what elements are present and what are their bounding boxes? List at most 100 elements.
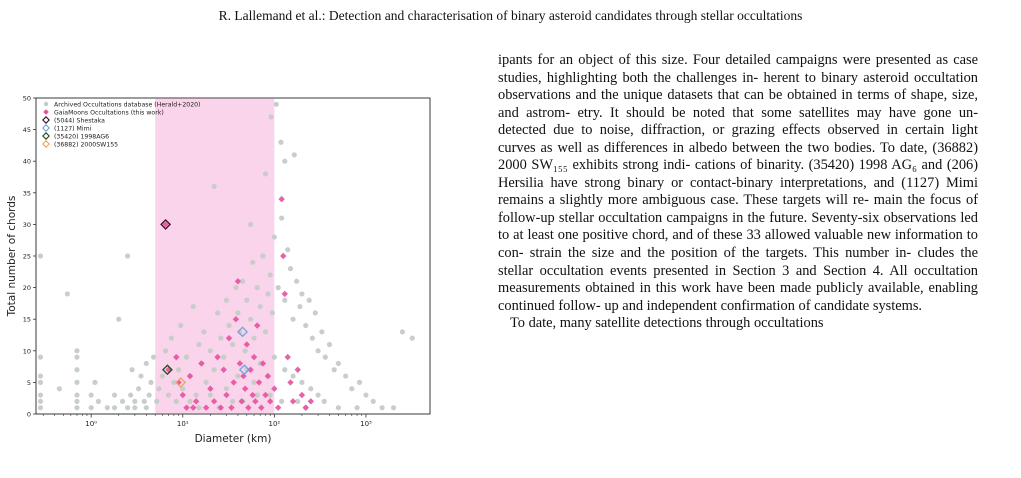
archived-point — [349, 386, 355, 392]
gaiamoons-point — [254, 322, 261, 329]
archived-point — [150, 354, 157, 360]
gaiamoons-point — [183, 404, 190, 411]
archived-point — [159, 373, 166, 379]
archived-point — [282, 297, 288, 303]
archived-point — [187, 398, 193, 404]
paragraph-1: ipants for an object of this size. Four … — [498, 52, 978, 315]
archived-point — [390, 405, 397, 411]
gaiamoons-point — [173, 353, 180, 361]
text-line: ipants for an object of this size. Four … — [498, 52, 876, 68]
archived-point — [129, 367, 135, 373]
y-tick-label: 15 — [23, 316, 31, 324]
archived-point — [223, 297, 230, 303]
archived-point — [207, 348, 213, 354]
x-tick-label: 10² — [269, 420, 281, 428]
gaiamoons-point — [202, 404, 210, 411]
text-line: etry. It should be noted that some satel… — [577, 104, 978, 121]
archived-point — [309, 335, 315, 341]
gaiamoons-point — [210, 398, 218, 405]
text-line: main the focus of follow-up stellar occu… — [498, 192, 978, 226]
gaiamoons-point — [250, 353, 258, 361]
y-tick-label: 10 — [23, 347, 31, 355]
archived-point — [207, 392, 213, 398]
archived-point — [290, 316, 296, 322]
archived-point — [143, 360, 149, 367]
archived-point — [111, 392, 118, 398]
legend-label: GaiaMoons Occultations (this work) — [54, 109, 164, 116]
archived-point — [138, 373, 144, 379]
x-tick-label: 10³ — [360, 420, 372, 428]
archived-point — [88, 405, 94, 411]
legend-label: (36882) 2000SW155 — [54, 141, 118, 148]
archived-point — [56, 386, 62, 392]
gaiamoons-point — [232, 316, 240, 323]
legend-marker — [43, 101, 49, 107]
archived-point — [356, 379, 363, 385]
archived-point — [125, 253, 131, 259]
gaiamoons-point — [179, 391, 186, 399]
archived-point — [282, 158, 288, 164]
archived-point — [262, 171, 269, 177]
archived-point — [141, 398, 147, 404]
archived-point — [196, 341, 202, 348]
legend-marker — [42, 140, 50, 148]
archived-point — [299, 379, 305, 385]
y-tick-label: 30 — [23, 221, 31, 229]
archived-point — [235, 373, 241, 379]
archived-point — [363, 392, 369, 398]
archived-point — [262, 329, 269, 335]
gaiamoons-point — [223, 391, 230, 399]
x-tick-label: 10¹ — [177, 420, 189, 428]
archived-point — [196, 405, 202, 411]
archived-point — [295, 398, 301, 404]
text-line: up and independent confirmation of candi… — [604, 297, 923, 314]
archived-point — [268, 114, 274, 120]
archived-point — [257, 303, 263, 310]
archived-point — [279, 215, 285, 221]
archived-point — [239, 278, 246, 284]
archived-point — [183, 354, 190, 360]
archived-point — [326, 341, 333, 348]
archived-point — [74, 367, 80, 373]
gaiamoons-point — [243, 341, 250, 348]
text-line: two bodies. To date, (36882) 2000 SW₁₅₅ … — [498, 139, 978, 174]
gaiamoons-point — [258, 404, 265, 411]
archived-point — [233, 285, 239, 291]
text-line: detected due to noise, diffraction, or g… — [498, 122, 906, 139]
archived-point — [343, 373, 349, 379]
archived-point — [74, 405, 80, 411]
archived-point — [242, 348, 248, 354]
archived-point — [331, 367, 337, 373]
archived-point — [201, 329, 207, 335]
archived-point — [285, 247, 291, 253]
archived-point — [218, 335, 224, 341]
archived-point — [37, 373, 44, 379]
archived-point — [370, 398, 376, 404]
archived-point — [279, 398, 285, 404]
archived-point — [306, 297, 312, 303]
paragraph-2: To date, many satellite detections throu… — [510, 315, 824, 332]
archived-point — [221, 354, 227, 360]
text-line: herent to binary asteroid occultation ob… — [498, 69, 978, 104]
archived-point — [223, 386, 230, 392]
legend-marker — [43, 109, 49, 115]
text-line: chord, and of these 33 allowed valuable … — [498, 227, 978, 262]
archived-point — [290, 373, 296, 379]
archived-point — [251, 379, 257, 385]
gaiamoons-point — [262, 391, 269, 399]
gaiamoons-point — [162, 221, 169, 228]
archived-point — [267, 272, 273, 278]
gaiamoons-point — [278, 195, 285, 203]
gaiamoons-point — [302, 404, 309, 411]
legend-label: (5044) Shestaka — [54, 117, 105, 124]
gaiamoons-point — [271, 385, 278, 392]
highlighted-targets-points — [160, 218, 250, 388]
archived-point — [303, 322, 309, 329]
archived-point — [254, 285, 260, 291]
text-line: presented as case studies, highlighting … — [498, 52, 978, 86]
text-line: strain the size and the position of the … — [529, 245, 918, 262]
archived-point — [37, 253, 44, 259]
archived-point — [299, 291, 305, 297]
gaiamoons-point — [241, 385, 249, 392]
archived-point — [136, 386, 142, 392]
